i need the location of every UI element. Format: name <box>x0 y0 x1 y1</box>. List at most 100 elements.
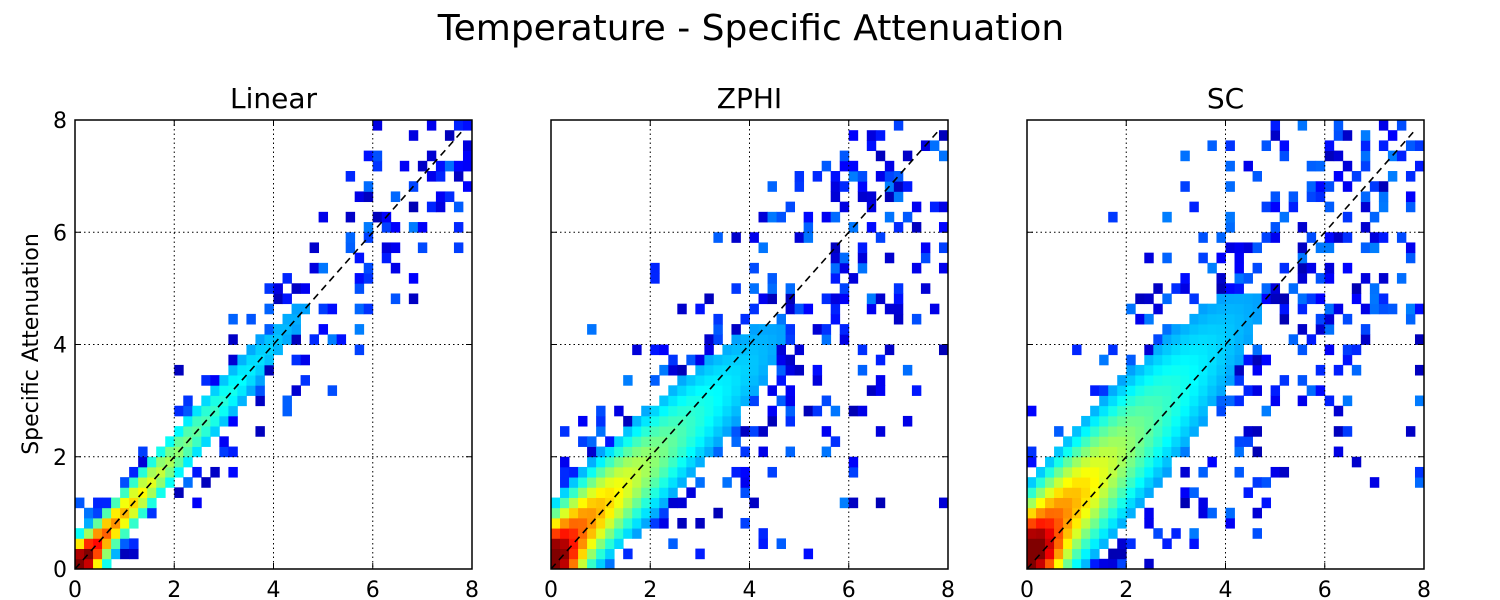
heatmap-cell <box>767 181 777 192</box>
heatmap-cell <box>264 283 274 294</box>
heatmap-cell <box>1189 344 1199 356</box>
heatmap-cell <box>1045 528 1055 539</box>
heatmap-cell <box>426 201 437 213</box>
heatmap-cell <box>578 415 588 427</box>
heatmap-cell <box>731 426 741 437</box>
heatmap-cell <box>686 354 696 366</box>
heatmap-cell <box>722 426 732 437</box>
heatmap-cell <box>839 334 850 345</box>
heatmap-cell <box>1243 303 1253 315</box>
heatmap-cell <box>1369 293 1380 305</box>
heatmap-cell <box>686 405 696 417</box>
heatmap-cell <box>1162 436 1172 447</box>
heatmap-cell <box>1234 283 1244 294</box>
heatmap-cell <box>632 415 642 427</box>
heatmap-cell <box>776 395 786 407</box>
heatmap-cell <box>776 344 786 356</box>
heatmap-cell <box>1378 191 1389 203</box>
heatmap-cell <box>1306 334 1317 345</box>
heatmap-cell <box>1234 354 1244 366</box>
panel-title: SC <box>1207 82 1244 115</box>
heatmap-cell <box>1216 375 1226 386</box>
heatmap-cell <box>1216 354 1226 366</box>
heatmap-cell <box>1243 313 1253 325</box>
heatmap-cell <box>1162 364 1172 376</box>
heatmap-cell <box>1234 334 1244 345</box>
heatmap-cell <box>848 466 859 478</box>
heatmap-cell <box>111 497 121 509</box>
heatmap-cell <box>1306 191 1317 203</box>
heatmap-cell <box>704 344 714 356</box>
heatmap-cell <box>659 507 669 519</box>
heatmap-cell <box>210 375 220 386</box>
heatmap-cell <box>722 477 732 488</box>
heatmap-cell <box>1342 181 1353 192</box>
heatmap-cell <box>1198 415 1208 427</box>
heatmap-cell <box>1144 436 1154 447</box>
heatmap-cell <box>1351 293 1362 305</box>
panels: 0 2 4 6 8 0 2 4 6 8 Linear 0 2 4 6 8 ZPHI 0 2 4 6 8 SC <box>53 82 1431 600</box>
heatmap-cell <box>354 252 365 264</box>
heatmap-cell <box>740 477 750 488</box>
heatmap-cell <box>605 446 615 458</box>
heatmap-cell <box>1072 558 1082 570</box>
heatmap-cell <box>1396 232 1407 243</box>
heatmap-cell <box>668 354 678 366</box>
heatmap-cell <box>1036 507 1046 519</box>
heatmap-cell <box>1198 313 1208 325</box>
heatmap-cell <box>1216 283 1226 294</box>
heatmap-cell <box>408 222 419 233</box>
heatmap-cell <box>1126 385 1136 396</box>
heatmap-cell <box>812 364 823 376</box>
heatmap-cell <box>1144 405 1154 417</box>
heatmap-cell <box>1207 364 1217 376</box>
heatmap-cell <box>1153 303 1163 315</box>
heatmap-cell <box>273 344 283 356</box>
heatmap-cell <box>1333 303 1344 315</box>
heatmap-cell <box>893 313 904 325</box>
heatmap-cell <box>1333 130 1344 141</box>
heatmap-cell <box>1270 385 1281 396</box>
heatmap-cell <box>641 507 651 519</box>
heatmap-cell <box>201 436 211 447</box>
heatmap-cell <box>156 446 166 458</box>
heatmap-cell <box>668 415 678 427</box>
heatmap-cell <box>560 487 570 498</box>
heatmap-cell <box>1315 160 1326 172</box>
heatmap-cell <box>120 517 130 529</box>
heatmap-cell <box>1063 446 1073 458</box>
heatmap-cell <box>1270 395 1281 407</box>
heatmap-cell <box>857 364 868 376</box>
heatmap-cell <box>1342 211 1353 223</box>
heatmap-cell <box>794 344 805 356</box>
heatmap-cell <box>875 497 886 509</box>
heatmap-cell <box>884 252 895 264</box>
heatmap-cell <box>1036 517 1046 529</box>
heatmap-cell <box>1279 140 1290 152</box>
heatmap-cell <box>282 313 292 325</box>
heatmap-cell <box>1279 313 1290 325</box>
heatmap-cell <box>911 262 922 274</box>
heatmap-cell <box>1171 436 1181 447</box>
heatmap-cell <box>390 222 401 233</box>
heatmap-cell <box>1261 201 1272 213</box>
heatmap-cell <box>210 466 220 478</box>
heatmap-cell <box>1261 497 1272 509</box>
heatmap-cell <box>264 364 274 376</box>
heatmap-cell <box>1324 395 1335 407</box>
heatmap-cell <box>408 273 419 284</box>
heatmap-cell <box>1054 497 1064 509</box>
heatmap-cell <box>1099 395 1109 407</box>
heatmap-cell <box>453 160 464 172</box>
heatmap-cell <box>713 364 723 376</box>
heatmap-cell <box>713 334 723 345</box>
heatmap-cell <box>1117 375 1127 386</box>
x-tick-label: 0 <box>68 578 82 600</box>
heatmap-cell <box>1378 232 1389 243</box>
heatmap-cell <box>1333 120 1344 131</box>
heatmap-cell <box>758 344 768 356</box>
heatmap-cell <box>1288 191 1299 203</box>
heatmap-cell <box>776 375 786 386</box>
heatmap-cell <box>1144 252 1154 264</box>
heatmap-cell <box>605 558 615 570</box>
